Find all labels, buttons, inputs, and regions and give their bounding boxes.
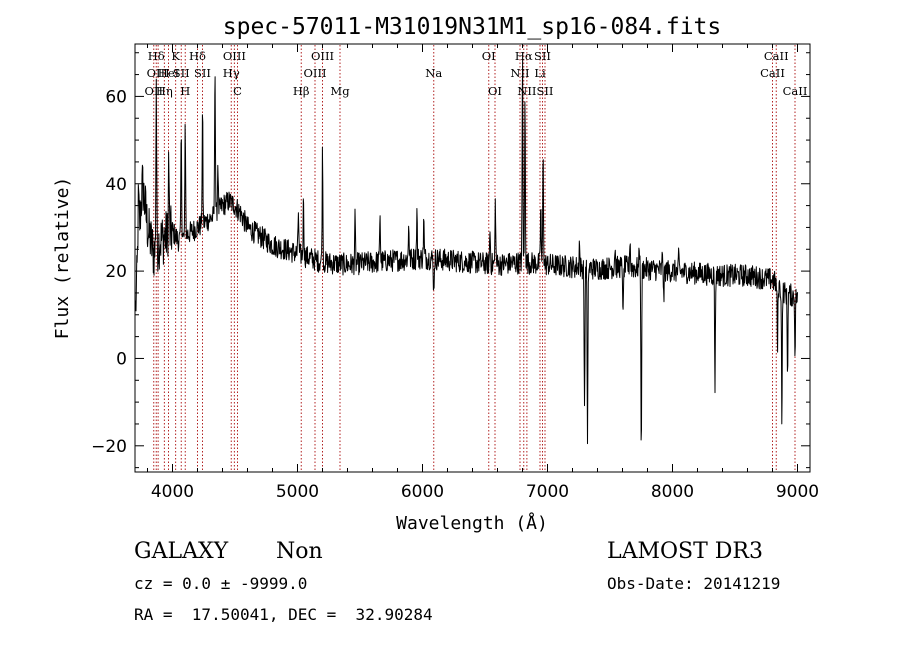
- x-tick-label: 8000: [651, 482, 694, 502]
- redshift-line: cz = 0.0 ± -9999.0: [134, 574, 307, 593]
- y-tick-label: 40: [105, 175, 127, 195]
- observation-date: Obs-Date: 20141219: [607, 574, 780, 593]
- marker-label: NII: [510, 66, 529, 80]
- marker-label: NII: [517, 84, 536, 98]
- y-axis-ticks: −20 0 20 40 60: [91, 52, 810, 469]
- marker-label: Hδ: [189, 49, 206, 63]
- marker-label: Hη: [156, 84, 173, 98]
- marker-label: Hα: [515, 49, 533, 63]
- marker-label: OI: [482, 49, 496, 63]
- marker-label: CaII: [764, 49, 789, 63]
- marker-label: H: [180, 84, 190, 98]
- x-tick-label: 7000: [526, 482, 569, 502]
- spectrum-line: [135, 58, 798, 445]
- x-tick-label: 5000: [276, 482, 319, 502]
- marker-label: CaII: [783, 84, 808, 98]
- marker-label: OIII: [223, 49, 246, 63]
- y-tick-label: 0: [116, 349, 127, 369]
- x-tick-label: 6000: [401, 482, 444, 502]
- marker-label: C: [233, 84, 242, 98]
- marker-label: Hβ: [293, 84, 310, 98]
- x-axis-label: Wavelength (Å): [396, 512, 548, 534]
- marker-label: OIII: [303, 66, 326, 80]
- marker-label: Li: [534, 66, 546, 80]
- marker-label: OIII: [147, 66, 170, 80]
- marker-label: CaII: [760, 66, 785, 80]
- line-marker-labels: OII Hδ OIII Hη HeI K SII H Hδ SII Hγ OIII C Hβ OIII OII…: [144, 49, 807, 98]
- coordinates-line: RA = 17.50041, DEC = 32.90284: [134, 605, 433, 624]
- y-tick-label: 60: [105, 87, 127, 107]
- marker-label: SII: [537, 84, 554, 98]
- line-markers: [153, 45, 796, 471]
- x-tick-label: 9000: [776, 482, 819, 502]
- marker-label: OIII: [311, 49, 334, 63]
- object-class: GALAXY: [134, 539, 229, 564]
- marker-label: OI: [488, 84, 502, 98]
- marker-label: Mg: [330, 84, 350, 98]
- chart-title: spec-57011-M31019N31M1_sp16-084.fits: [223, 14, 722, 40]
- marker-label: OII: [144, 84, 163, 98]
- marker-label: SII: [534, 49, 551, 63]
- marker-label: HeI: [158, 66, 179, 80]
- marker-label: Hδ: [148, 49, 165, 63]
- x-tick-label: 4000: [151, 482, 194, 502]
- y-tick-label: 20: [105, 262, 127, 282]
- marker-label: SII: [173, 66, 190, 80]
- marker-label: Na: [425, 66, 442, 80]
- marker-label: K: [171, 49, 180, 63]
- y-tick-label: −20: [91, 437, 127, 457]
- survey-name: LAMOST DR3: [607, 539, 763, 564]
- x-axis-ticks: 4000 5000 6000 7000 8000 9000: [147, 44, 819, 502]
- marker-label: SII: [194, 66, 211, 80]
- marker-label: Hγ: [223, 66, 240, 80]
- object-subclass: Non: [276, 539, 323, 564]
- y-axis-label: Flux (relative): [52, 177, 73, 340]
